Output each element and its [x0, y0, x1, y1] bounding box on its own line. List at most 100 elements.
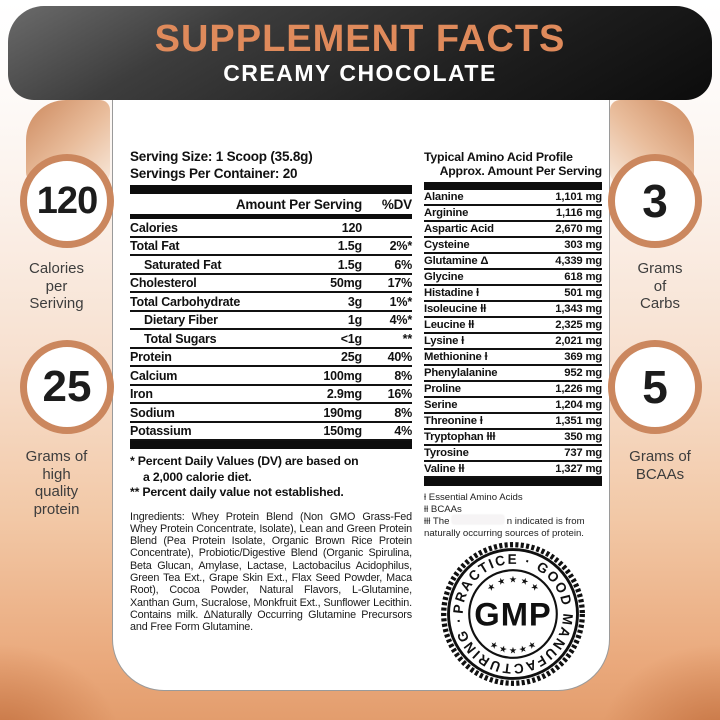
nutrient-name: Calories	[130, 220, 178, 235]
nutrient-amount: 120	[341, 220, 362, 235]
gmp-center-text: GMP	[474, 596, 551, 633]
nutrient-amount: 190mg	[323, 405, 362, 420]
nutrient-amount: 2.9mg	[326, 387, 362, 401]
gmp-stars-bottom: ★ ★ ★ ★ ★	[488, 639, 538, 656]
amino-amount: 303 mg	[564, 238, 602, 251]
amino-name: Serine	[424, 398, 458, 411]
nutrient-name: Protein	[130, 350, 172, 364]
amino-amount: 618 mg	[564, 270, 602, 283]
svg-text:★ ★ ★ ★ ★: ★ ★ ★ ★ ★	[488, 639, 538, 656]
nutrient-name: Total Fat	[130, 239, 180, 253]
table-row: Dietary Fiber 1g 4%*	[130, 312, 413, 330]
table-row: Isoleucine ƚƚ 1,343 mg	[424, 302, 602, 318]
table-row: Sodium 190mg 8%	[130, 404, 412, 423]
nutrient-dv: 4%	[394, 424, 412, 438]
divider-bar	[424, 182, 602, 190]
nutrient-dv: 8%	[394, 405, 412, 420]
carbs-badge-value: 3	[642, 175, 668, 227]
amino-amount: 1,101 mg	[555, 190, 602, 203]
amino-name: Lysine ƚ	[424, 334, 465, 347]
ingredients-text: Ingredients: Whey Protein Blend (Non GMO…	[130, 510, 412, 634]
divider-bar	[130, 185, 412, 194]
amino-amount: 952 mg	[564, 366, 602, 379]
amino-name: Threonine ƚ	[424, 414, 483, 427]
table-row: Valine ƚƚ 1,327 mg	[424, 462, 602, 478]
amino-amount: 350 mg	[564, 430, 602, 443]
protein-badge-value: 25	[42, 362, 92, 411]
amino-name: Leucine ƚƚ	[424, 318, 475, 331]
amino-amount: 2,021 mg	[555, 334, 602, 347]
nutrient-amount: 1.5g	[337, 239, 362, 253]
protein-badge-label: Grams of high quality protein	[25, 448, 88, 518]
gmp-seal-icon: PRACTICE · GOOD MANUFACTURING · ★ ★ ★ ★ …	[441, 542, 585, 686]
footnote-post: n indicated is from naturally occurring …	[424, 516, 585, 539]
table-row: Protein 25g 40%	[130, 349, 412, 367]
footnote-line: ƚƚ BCAAs	[424, 503, 462, 515]
amino-name: Aspartic Acid	[424, 222, 494, 235]
nutrition-facts: Serving Size: 1 Scoop (35.8g) Servings P…	[130, 148, 412, 633]
table-row: Total Fat 1.5g 2%*	[130, 238, 412, 256]
nutrition-header-row: Amount Per Serving %DV	[130, 194, 412, 219]
nutrient-amount: 1g	[347, 313, 362, 327]
right-badge-column: 3 Grams of Carbs 5 Grams of BCAAs	[600, 100, 720, 720]
table-row: Aspartic Acid 2,670 mg	[424, 222, 602, 238]
footnote-line: * Percent Daily Values (DV) are based on	[130, 454, 359, 468]
calories-badge-value: 120	[36, 179, 98, 222]
amino-amount: 4,339 mg	[555, 254, 602, 267]
nutrient-dv: 8%	[394, 368, 412, 383]
amino-name: Phenylalanine	[424, 366, 498, 379]
amino-name: Tryptophan ƚƚƚ	[424, 430, 496, 443]
amino-name: Proline	[424, 382, 461, 395]
serving-size: Serving Size: 1 Scoop (35.8g)	[130, 149, 313, 164]
carbs-badge: 3	[608, 154, 702, 248]
footnote-pre: ƚƚƚ The	[424, 516, 450, 528]
amino-name: Alanine	[424, 190, 464, 203]
amino-name: Cysteine	[424, 238, 470, 251]
bcaa-badge: 5	[608, 340, 702, 434]
table-row: Calories 120	[130, 219, 412, 238]
footnote-line: ƚƚƚ The n indicated is from naturally oc…	[424, 515, 602, 539]
amino-amount: 1,327 mg	[555, 462, 602, 475]
nutrient-dv: 4%*	[389, 313, 413, 327]
nutrient-name: Iron	[130, 387, 153, 401]
divider-bar	[130, 441, 412, 449]
amino-name: Glycine	[424, 270, 464, 283]
amino-amount: 1,343 mg	[555, 302, 602, 315]
amino-name: Histadine ƚ	[424, 286, 479, 299]
table-row: Lysine ƚ 2,021 mg	[424, 334, 602, 350]
servings-per-container: Servings Per Container: 20	[130, 166, 298, 181]
nutrient-amount: 50mg	[330, 276, 362, 290]
footnote-line: ƚ Essential Amino Acids	[424, 492, 523, 503]
table-row: Leucine ƚƚ 2,325 mg	[424, 318, 602, 334]
nutrient-name: Total Carbohydrate	[130, 294, 241, 309]
footnote-line: a 2,000 calorie diet.	[143, 469, 252, 484]
table-row: Proline 1,226 mg	[424, 382, 602, 398]
amino-amount: 2,325 mg	[555, 318, 602, 331]
bcaa-badge-value: 5	[642, 361, 668, 413]
table-row: Alanine 1,101 mg	[424, 190, 602, 206]
table-row: Total Sugars <1g **	[130, 330, 412, 349]
amino-amount: 737 mg	[564, 446, 602, 459]
left-badge-column: 120 Calories per Seriving 25 Grams of hi…	[0, 100, 114, 720]
nutrient-amount: 1.5g	[337, 257, 362, 272]
protein-badge: 25	[20, 340, 114, 434]
amino-footnotes: ƚ Essential Amino Acids ƚƚ BCAAs ƚƚƚ The…	[424, 492, 602, 539]
nutrient-dv: 17%	[387, 276, 413, 290]
page-title: SUPPLEMENT FACTS	[154, 18, 566, 60]
table-row: Methionine ƚ 369 mg	[424, 350, 602, 366]
nutrition-rows: Calories 120 Total Fat 1.5g 2%* Saturate…	[130, 219, 412, 441]
table-row: Cholesterol 50mg 17%	[130, 275, 413, 293]
amino-amount: 501 mg	[564, 286, 602, 299]
amino-acid-profile: Typical Amino Acid Profile Approx. Amoun…	[424, 150, 602, 539]
divider-bar	[424, 478, 602, 486]
table-row: Saturated Fat 1.5g 6%	[130, 256, 412, 275]
serving-info: Serving Size: 1 Scoop (35.8g) Servings P…	[130, 148, 412, 182]
table-row: Serine 1,204 mg	[424, 398, 602, 414]
amino-name: Methionine ƚ	[424, 350, 488, 363]
amino-name: Glutamine Δ	[424, 254, 489, 267]
amino-amount: 1,116 mg	[555, 206, 602, 219]
table-row: Calcium 100mg 8%	[130, 367, 412, 386]
table-row: Glutamine Δ 4,339 mg	[424, 254, 602, 270]
amino-name: Valine ƚƚ	[424, 462, 465, 475]
